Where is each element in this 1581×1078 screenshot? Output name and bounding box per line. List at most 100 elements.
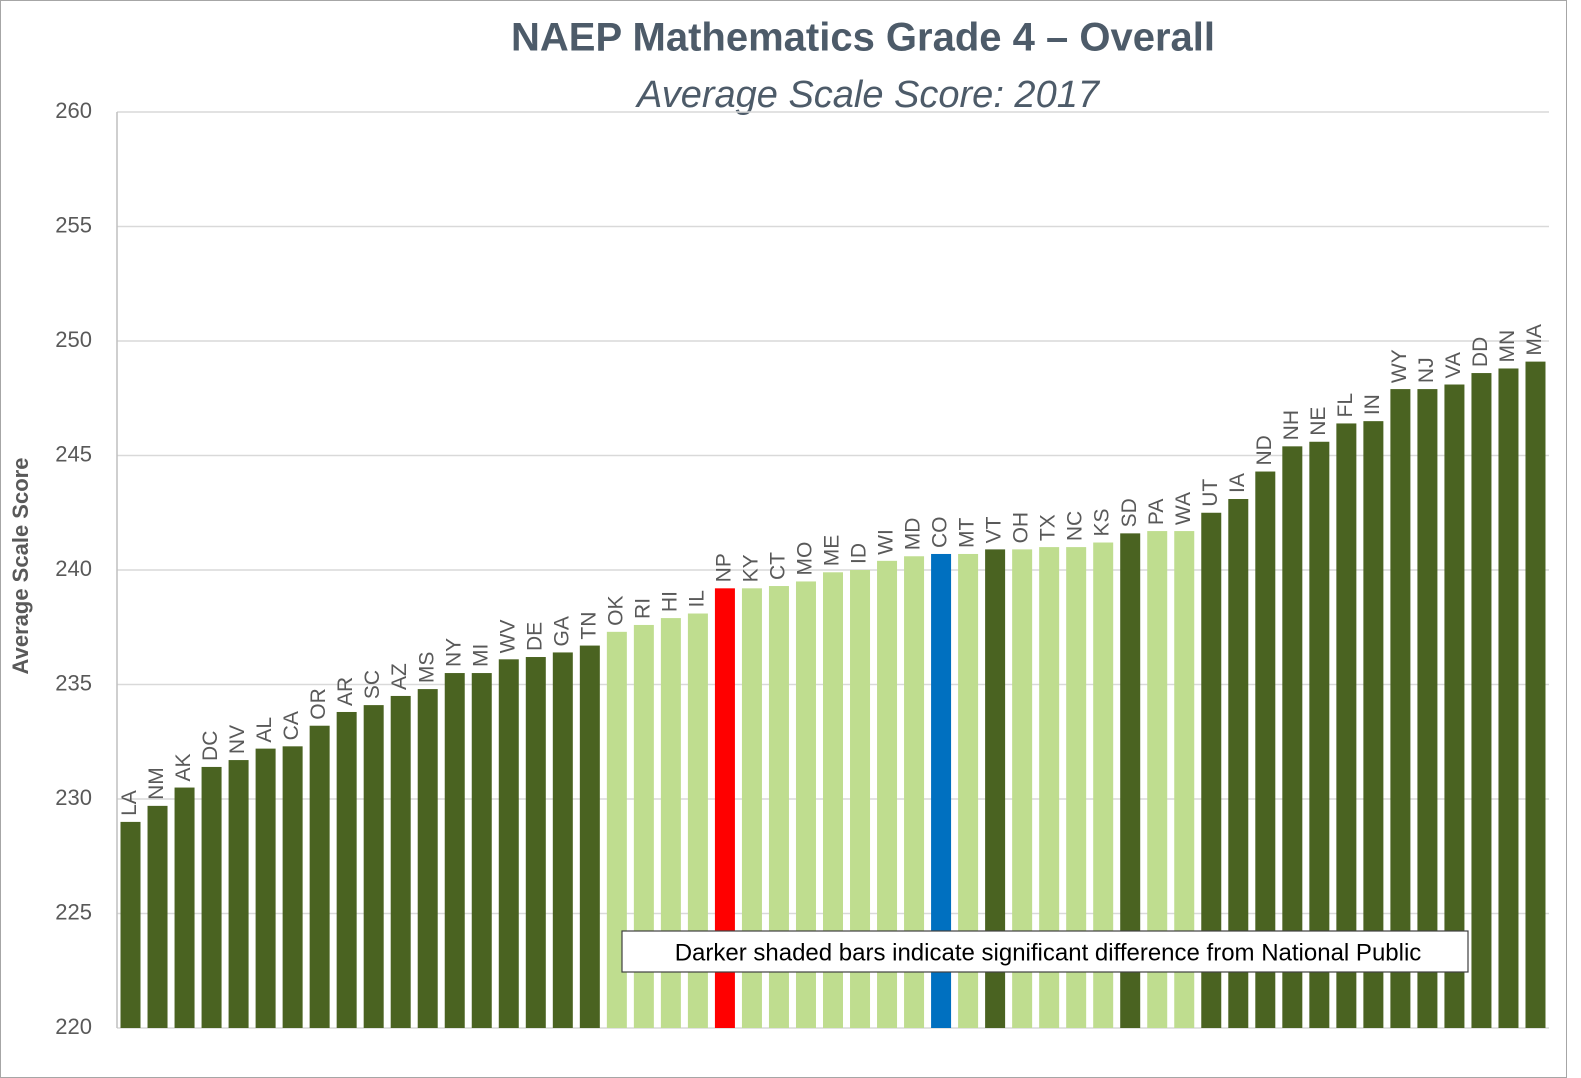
bar-category-label: CA: [280, 711, 303, 740]
bar: [120, 821, 141, 1028]
bar-category-label: MD: [902, 518, 925, 551]
bar: [633, 624, 654, 1028]
bar: [1066, 547, 1087, 1028]
bar-category-label: UT: [1199, 479, 1222, 507]
bar-category-label: HI: [658, 591, 681, 612]
bar-category-label: VT: [983, 516, 1006, 543]
bar-category-label: OR: [307, 688, 330, 720]
bar: [228, 760, 249, 1028]
bar: [687, 613, 708, 1028]
bar: [1147, 531, 1168, 1028]
bar: [958, 553, 979, 1028]
bar: [1201, 512, 1222, 1028]
bar-category-label: KS: [1091, 509, 1114, 537]
y-tick-label: 245: [55, 441, 92, 466]
bar-category-label: TN: [577, 612, 600, 640]
bar: [1498, 368, 1519, 1029]
y-tick-label: 260: [55, 98, 92, 123]
bar-category-label: MA: [1523, 324, 1546, 356]
bar-category-label: CT: [767, 552, 790, 580]
bar-category-label: MT: [956, 517, 979, 547]
bar: [1282, 446, 1303, 1029]
annotation: Darker shaded bars indicate significant …: [675, 939, 1422, 966]
y-tick-label: 225: [55, 899, 92, 924]
chart-subtitle: Average Scale Score: 2017: [635, 74, 1101, 116]
bar-category-label: WY: [1388, 349, 1411, 383]
bar: [363, 705, 384, 1028]
chart-title: NAEP Mathematics Grade 4 – Overall: [511, 16, 1215, 60]
bar: [904, 556, 925, 1028]
bar-category-label: TX: [1037, 514, 1060, 541]
bar: [1309, 441, 1330, 1028]
bar: [471, 673, 492, 1028]
bar: [552, 652, 573, 1028]
bar-category-label: IL: [685, 590, 708, 608]
bar: [1444, 384, 1465, 1028]
bar: [1363, 421, 1384, 1028]
bar: [1471, 373, 1492, 1028]
bar: [985, 549, 1006, 1028]
bar-category-label: OH: [1010, 512, 1033, 544]
bar-category-label: NC: [1064, 511, 1087, 541]
y-tick-label: 230: [55, 785, 92, 810]
bar-category-label: NH: [1280, 410, 1303, 440]
bar: [417, 689, 438, 1028]
bar: [850, 570, 871, 1028]
bar: [255, 748, 276, 1028]
bar: [606, 631, 627, 1028]
bar-category-label: NP: [712, 553, 735, 582]
bar: [1039, 547, 1060, 1028]
bar-category-label: ID: [848, 543, 871, 564]
bar-category-label: FL: [1334, 393, 1357, 418]
bar: [1390, 389, 1411, 1029]
bar-category-label: AK: [172, 754, 195, 782]
bar: [1417, 389, 1438, 1029]
bar: [282, 746, 303, 1028]
y-tick-label: 255: [55, 212, 92, 237]
bar-category-label: AL: [253, 717, 276, 743]
bar: [1228, 499, 1249, 1028]
bar-category-label: MO: [794, 542, 817, 576]
bar: [147, 805, 168, 1028]
bar: [309, 725, 330, 1028]
bar: [823, 572, 843, 1028]
bar: [1012, 549, 1033, 1028]
bar-category-label: MI: [469, 644, 492, 667]
bar: [336, 711, 357, 1028]
bar: [1174, 531, 1195, 1028]
bar: [1525, 361, 1546, 1028]
bar-category-label: WV: [496, 619, 519, 653]
bar: [877, 560, 898, 1028]
bar-category-label: PA: [1145, 499, 1168, 525]
bar-category-label: NE: [1307, 407, 1330, 436]
bar-category-label: NY: [442, 638, 465, 667]
bar: [1120, 533, 1141, 1028]
annotation-box: [621, 930, 1469, 973]
bar-category-label: NM: [145, 767, 168, 800]
bar-category-label: OK: [604, 595, 627, 625]
bar: [1336, 423, 1357, 1028]
bar-category-label: IN: [1361, 394, 1384, 415]
y-tick-label: 235: [55, 670, 92, 695]
bar-category-label: SD: [1118, 498, 1141, 527]
bar: [525, 657, 546, 1028]
bar-category-label: VA: [1442, 352, 1465, 378]
bar: [201, 766, 222, 1028]
bar-category-label: KY: [739, 554, 762, 582]
y-tick-label: 220: [55, 1014, 92, 1039]
y-axis-label: Average Scale Score: [8, 458, 33, 675]
bar-category-label: MS: [415, 652, 438, 684]
y-tick-label: 250: [55, 327, 92, 352]
bar-category-label: ND: [1253, 435, 1276, 465]
bar: [390, 695, 411, 1028]
bar: [579, 645, 600, 1028]
bar-category-label: CO: [929, 516, 952, 548]
bar-category-label: WA: [1172, 492, 1195, 525]
bar: [768, 586, 789, 1028]
bar: [498, 659, 519, 1028]
bar: [444, 673, 465, 1028]
bar: [660, 618, 681, 1028]
bar: [741, 588, 762, 1028]
bar-category-label: DC: [199, 731, 222, 761]
bar: [795, 581, 816, 1028]
